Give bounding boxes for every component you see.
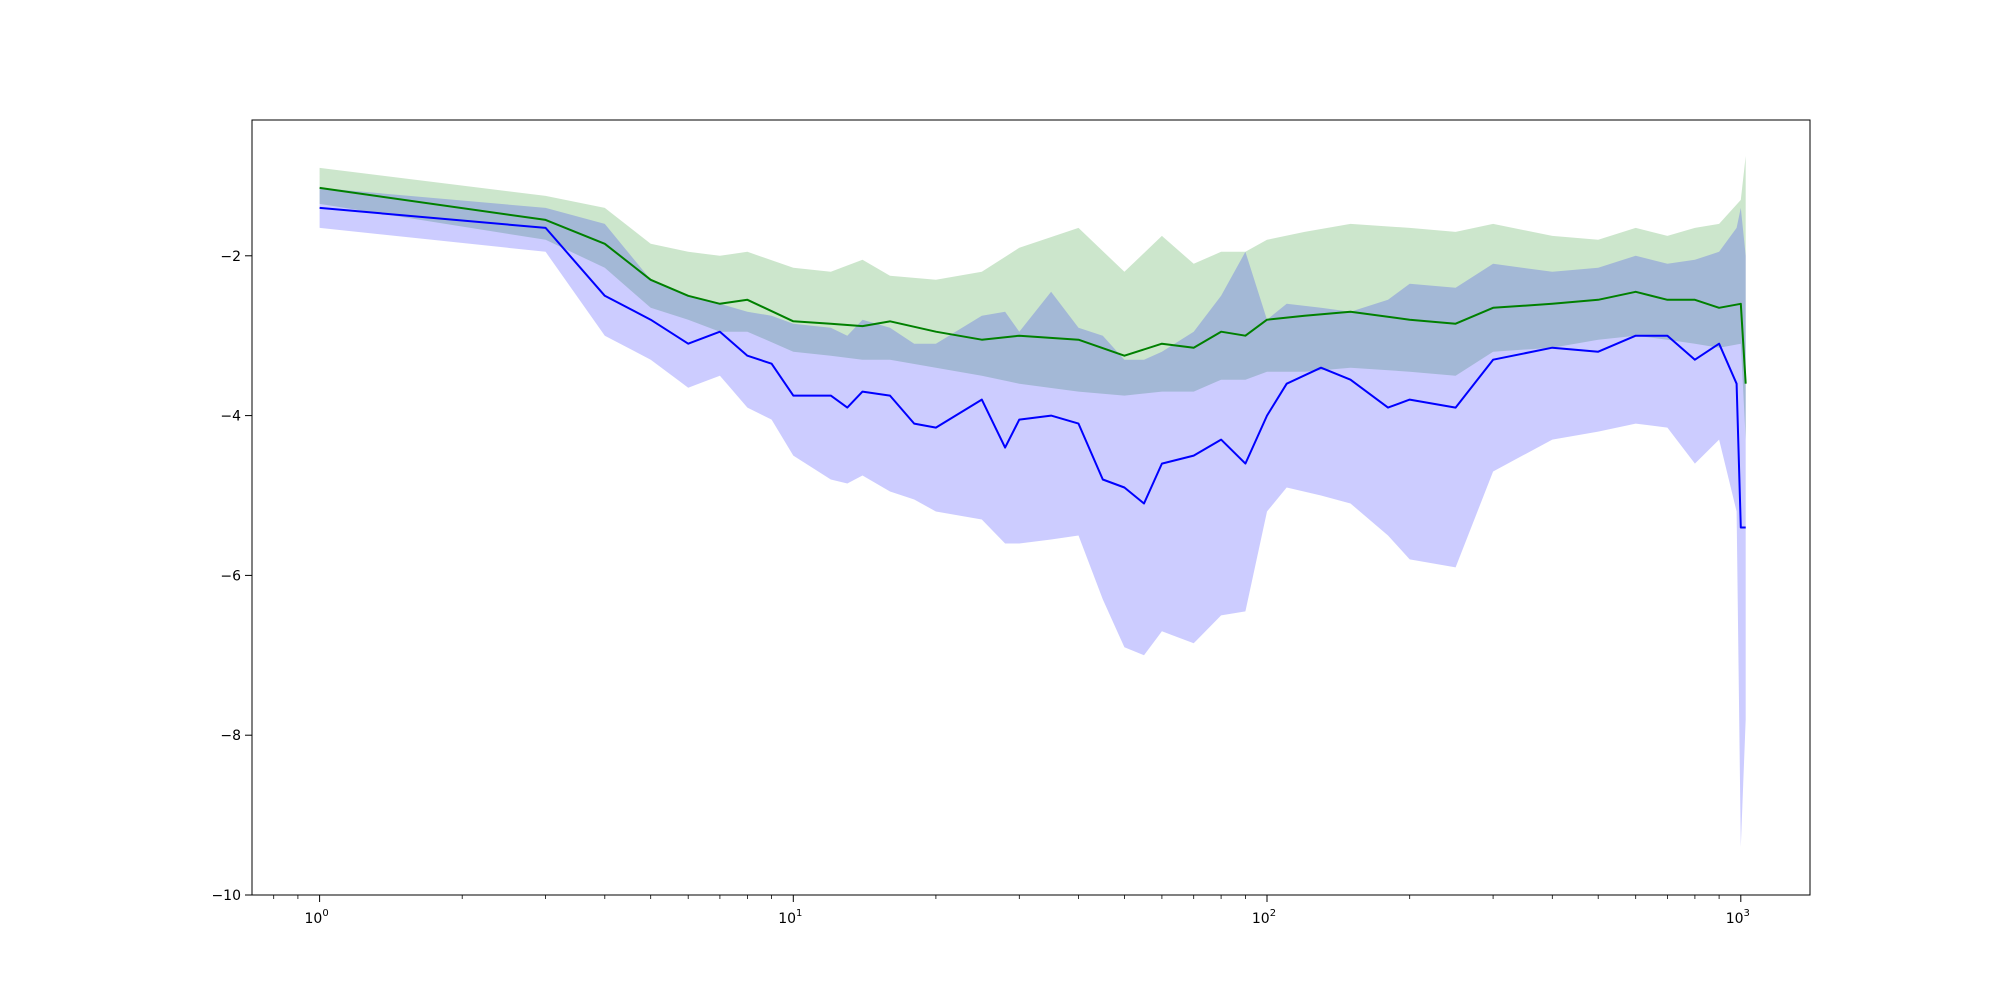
x-axis: 100 101 102 103: [273, 895, 1750, 927]
y-tick-label: −8: [220, 728, 241, 744]
y-tick-label: −10: [211, 888, 241, 904]
y-axis: −2 −4 −6 −8 −10: [211, 249, 252, 904]
series-0-band: [319, 156, 1746, 440]
y-tick-label: −2: [220, 249, 241, 265]
confidence-bands: [319, 156, 1746, 848]
x-tick-label: 102: [1252, 908, 1276, 927]
y-tick-label: −6: [220, 568, 241, 584]
x-tick-label: 100: [304, 908, 328, 927]
y-tick-label: −4: [220, 409, 241, 425]
series-1-line: [319, 206, 1746, 529]
plot-frame: [251, 119, 1811, 896]
series-0-line: [319, 186, 1747, 384]
x-tick-label: 103: [1726, 908, 1750, 927]
series-lines: [319, 186, 1747, 529]
series-1-band: [319, 187, 1746, 848]
x-tick-label: 101: [778, 908, 802, 927]
